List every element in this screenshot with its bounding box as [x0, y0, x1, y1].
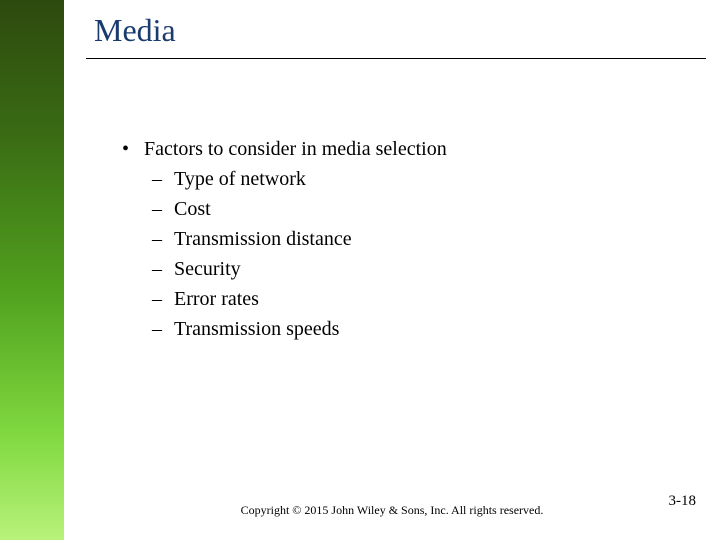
sub-bullet-text: Transmission speeds [174, 315, 339, 343]
bullet-text: Factors to consider in media selection [144, 135, 447, 163]
dash-icon: – [152, 285, 174, 313]
sub-bullet-text: Security [174, 255, 241, 283]
sub-bullet-text: Type of network [174, 165, 306, 193]
copyright-footer: Copyright © 2015 John Wiley & Sons, Inc.… [64, 503, 720, 518]
dash-icon: – [152, 315, 174, 343]
page-number: 3-18 [669, 493, 697, 510]
sub-bullet-text: Error rates [174, 285, 259, 313]
dash-icon: – [152, 225, 174, 253]
dash-icon: – [152, 255, 174, 283]
dash-icon: – [152, 195, 174, 223]
bullet-level2: – Transmission distance [152, 225, 447, 253]
bullet-level2: – Security [152, 255, 447, 283]
bullet-level2: – Type of network [152, 165, 447, 193]
title-rule [86, 58, 706, 59]
sub-bullet-text: Transmission distance [174, 225, 352, 253]
bullet-level1: • Factors to consider in media selection [122, 135, 447, 163]
body-text: • Factors to consider in media selection… [122, 135, 447, 345]
slide-content: Media • Factors to consider in media sel… [64, 0, 720, 540]
slide-title: Media [94, 12, 176, 49]
bullet-level2: – Transmission speeds [152, 315, 447, 343]
dash-icon: – [152, 165, 174, 193]
bullet-level2: – Error rates [152, 285, 447, 313]
bullet-level2: – Cost [152, 195, 447, 223]
bullet-mark-icon: • [122, 135, 144, 163]
sub-bullet-text: Cost [174, 195, 211, 223]
sidebar-gradient [0, 0, 64, 540]
